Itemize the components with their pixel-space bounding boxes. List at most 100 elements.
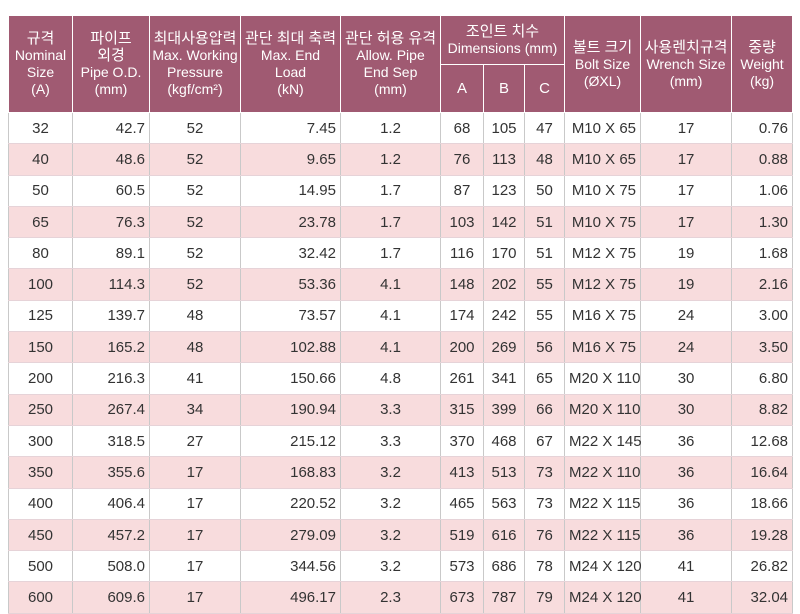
cell-bolt-size: M22 X 115 (564, 488, 642, 520)
header-weight: 중량 Weight (kg) (731, 15, 794, 113)
cell-end-load: 23.78 (240, 206, 341, 239)
cell-wrench-size: 24 (640, 331, 733, 364)
cell-dim-a: 103 (440, 206, 484, 239)
table-row: 350 355.6 17 168.83 3.2 413 513 73 M22 X 110 36 16… (8, 456, 794, 489)
cell-weight: 2.16 (731, 268, 794, 301)
cell-dim-b: 113 (483, 143, 525, 176)
cell-dim-a: 465 (440, 488, 484, 520)
cell-pipe-od: 406.4 (72, 488, 150, 520)
cell-end-sep: 1.2 (340, 143, 441, 176)
cell-wrench-size: 36 (640, 519, 733, 552)
header-end-sep: 관단 허용 유격 Allow. Pipe End Sep (mm) (340, 15, 441, 113)
cell-max-pressure: 52 (149, 143, 241, 176)
cell-max-pressure: 48 (149, 300, 241, 333)
cell-end-load: 279.09 (240, 519, 341, 552)
cell-pipe-od: 48.6 (72, 143, 150, 176)
cell-weight: 16.64 (731, 456, 794, 489)
cell-pipe-od: 216.3 (72, 362, 150, 395)
cell-end-sep: 4.1 (340, 331, 441, 364)
header-wrench-size: 사용렌치규격 Wrench Size (mm) (640, 15, 733, 113)
cell-dim-a: 573 (440, 550, 484, 583)
cell-dim-c: 65 (523, 362, 566, 395)
cell-end-sep: 4.8 (340, 362, 441, 395)
cell-bolt-size: M10 X 65 (564, 143, 642, 176)
cell-wrench-size: 17 (640, 143, 733, 176)
cell-dim-a: 148 (440, 268, 484, 301)
cell-dim-c: 79 (523, 581, 566, 614)
cell-weight: 3.00 (731, 300, 794, 333)
cell-max-pressure: 27 (149, 425, 241, 458)
cell-pipe-od: 89.1 (72, 237, 150, 270)
cell-dim-c: 55 (523, 300, 566, 333)
cell-end-load: 73.57 (240, 300, 341, 333)
cell-end-sep: 3.2 (340, 519, 441, 552)
table-row: 150 165.2 48 102.88 4.1 200 269 56 M16 X 75 24 3.5… (8, 331, 794, 364)
cell-bolt-size: M22 X 145 (564, 425, 642, 458)
cell-nominal-size: 32 (8, 112, 73, 145)
cell-end-load: 9.65 (240, 143, 341, 176)
cell-wrench-size: 17 (640, 175, 733, 207)
cell-end-sep: 3.2 (340, 550, 441, 583)
cell-end-load: 168.83 (240, 456, 341, 489)
cell-nominal-size: 450 (8, 519, 73, 552)
cell-dim-c: 50 (523, 175, 566, 207)
cell-dim-c: 66 (523, 394, 566, 426)
cell-pipe-od: 165.2 (72, 331, 150, 364)
subheader-row: A B C (9, 64, 793, 113)
cell-dim-b: 202 (483, 268, 525, 301)
cell-end-sep: 4.1 (340, 268, 441, 301)
table-row: 300 318.5 27 215.12 3.3 370 468 67 M22 X 145 36 12… (8, 425, 794, 458)
cell-nominal-size: 200 (8, 362, 73, 395)
header-row: 규격 Nominal Size (A) 파이프 외경 Pipe O.D. (mm… (8, 15, 794, 113)
cell-dim-a: 200 (440, 331, 484, 364)
header-dim-c: C (523, 64, 566, 113)
cell-max-pressure: 52 (149, 112, 241, 145)
cell-weight: 1.68 (731, 237, 794, 270)
cell-pipe-od: 457.2 (72, 519, 150, 552)
cell-dim-c: 47 (523, 112, 566, 145)
cell-dim-a: 673 (440, 581, 484, 614)
cell-nominal-size: 100 (8, 268, 73, 301)
cell-max-pressure: 52 (149, 206, 241, 239)
cell-end-sep: 2.3 (340, 581, 441, 614)
cell-max-pressure: 52 (149, 237, 241, 270)
cell-bolt-size: M20 X 110 (564, 362, 642, 395)
cell-end-load: 53.36 (240, 268, 341, 301)
header-nominal-size: 규격 Nominal Size (A) (8, 15, 73, 113)
cell-dim-a: 87 (440, 175, 484, 207)
cell-wrench-size: 36 (640, 425, 733, 458)
cell-weight: 19.28 (731, 519, 794, 552)
cell-bolt-size: M12 X 75 (564, 237, 642, 270)
cell-end-sep: 4.1 (340, 300, 441, 333)
table-row: 50 60.5 52 14.95 1.7 87 123 50 M10 X 75 17 1.06 (8, 175, 794, 207)
cell-end-sep: 3.3 (340, 425, 441, 458)
cell-pipe-od: 42.7 (72, 112, 150, 145)
cell-bolt-size: M24 X 120 (564, 550, 642, 583)
header-dim-a: A (440, 64, 484, 113)
cell-dim-a: 261 (440, 362, 484, 395)
table-row: 100 114.3 52 53.36 4.1 148 202 55 M12 X 75 19 2.16 (8, 268, 794, 301)
cell-wrench-size: 24 (640, 300, 733, 333)
cell-weight: 6.80 (731, 362, 794, 395)
cell-max-pressure: 52 (149, 175, 241, 207)
cell-dim-b: 170 (483, 237, 525, 270)
cell-max-pressure: 17 (149, 550, 241, 583)
cell-wrench-size: 17 (640, 112, 733, 145)
cell-end-load: 496.17 (240, 581, 341, 614)
cell-end-sep: 1.2 (340, 112, 441, 145)
cell-end-sep: 3.2 (340, 456, 441, 489)
cell-dim-b: 563 (483, 488, 525, 520)
cell-weight: 12.68 (731, 425, 794, 458)
cell-dim-c: 55 (523, 268, 566, 301)
table-row: 500 508.0 17 344.56 3.2 573 686 78 M24 X 120 41 26… (8, 550, 794, 583)
cell-bolt-size: M24 X 120 (564, 581, 642, 614)
cell-end-sep: 1.7 (340, 175, 441, 207)
header-max-pressure: 최대사용압력 Max. Working Pressure (kgf/cm²) (149, 15, 241, 113)
cell-nominal-size: 350 (8, 456, 73, 489)
cell-dim-b: 242 (483, 300, 525, 333)
table-row: 450 457.2 17 279.09 3.2 519 616 76 M22 X 115 36 19… (8, 519, 794, 552)
cell-weight: 1.30 (731, 206, 794, 239)
cell-end-sep: 3.2 (340, 488, 441, 520)
cell-pipe-od: 318.5 (72, 425, 150, 458)
cell-max-pressure: 41 (149, 362, 241, 395)
